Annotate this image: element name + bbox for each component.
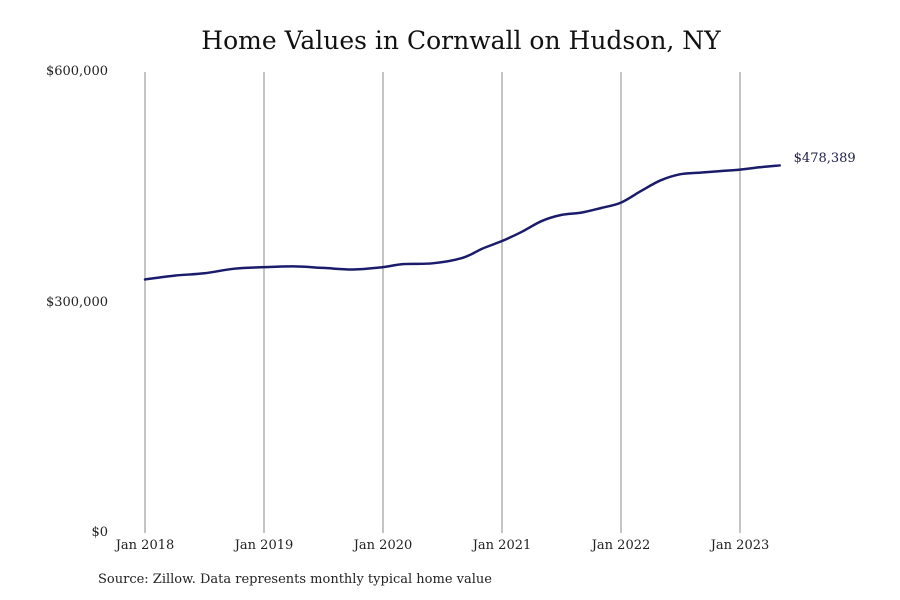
y-tick-label: $600,000 bbox=[45, 64, 108, 79]
x-tick-label: Jan 2022 bbox=[591, 538, 651, 553]
y-tick-label: $300,000 bbox=[45, 294, 108, 310]
series-line-0 bbox=[143, 164, 781, 281]
x-tick-label: Jan 2023 bbox=[710, 538, 770, 553]
x-tick-label: Jan 2021 bbox=[472, 538, 532, 553]
chart-title: Home Values in Cornwall on Hudson, NY bbox=[201, 26, 721, 55]
x-tick-label: Jan 2020 bbox=[353, 538, 413, 553]
y-tick-label: $0 bbox=[91, 525, 108, 540]
end-value-label: $478,389 bbox=[793, 151, 856, 167]
series-layer bbox=[143, 164, 781, 281]
grid-lines bbox=[144, 72, 741, 533]
source-note: Source: Zillow. Data represents monthly … bbox=[98, 572, 492, 587]
x-tick-label: Jan 2018 bbox=[115, 538, 175, 553]
x-tick-label: Jan 2019 bbox=[234, 538, 294, 553]
